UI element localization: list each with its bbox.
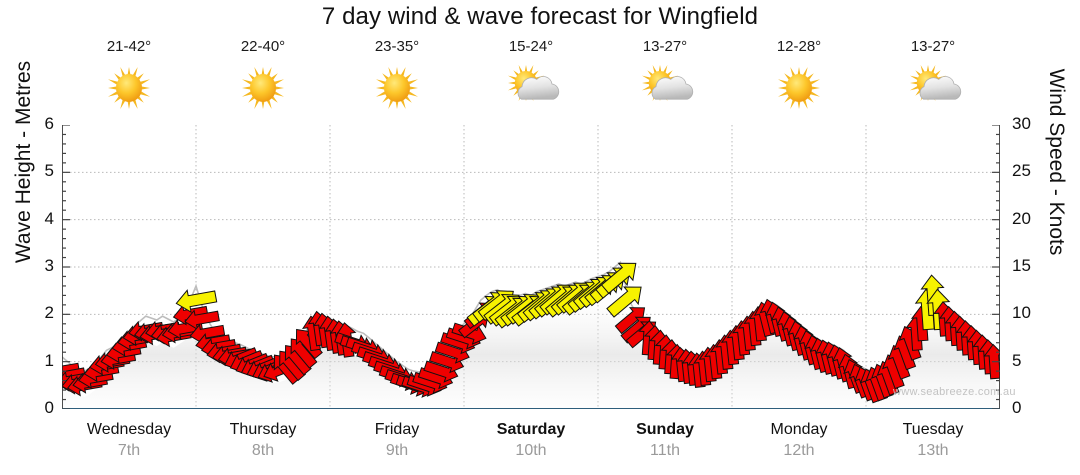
plot-area — [62, 125, 1000, 409]
day-name: Friday — [374, 421, 420, 438]
right-tick-label: 15 — [1012, 256, 1031, 275]
temperature-range: 12-28° — [776, 38, 822, 55]
temperature-range: 13-27° — [642, 38, 688, 55]
day-name: Sunday — [636, 421, 694, 438]
page-title: 7 day wind & wave forecast for Wingfield — [321, 3, 759, 30]
right-tick-label: 30 — [1012, 114, 1031, 133]
temperature-range: 22-40° — [240, 38, 286, 55]
day-date: 8th — [251, 442, 275, 459]
left-tick-label: 2 — [44, 303, 54, 323]
temperature-range: 13-27° — [910, 38, 956, 55]
day-footer-sunday: Sunday 11th — [596, 420, 734, 462]
right-tick-label: 5 — [1012, 350, 1022, 370]
day-footer-friday: Friday 9th — [328, 420, 466, 462]
watermark: www.seabreeze.com.au — [893, 386, 1016, 398]
day-footer-monday: Monday 12th — [730, 420, 868, 462]
forecast-plot-svg — [62, 125, 1000, 409]
left-tick-label: 6 — [44, 114, 54, 133]
day-footer-saturday: Saturday 10th — [462, 420, 600, 462]
day-name: Wednesday — [86, 421, 172, 438]
wind-direction-arrows — [62, 262, 1000, 404]
day-footer-thursday: Thursday 8th — [194, 420, 332, 462]
day-header-sunday: 13-27° — [596, 38, 734, 115]
sunny-icon — [328, 61, 466, 115]
day-date: 13th — [917, 442, 949, 459]
day-header-tuesday: 13-27° — [864, 38, 1002, 115]
day-date: 11th — [650, 442, 680, 459]
day-header-friday: 23-35° — [328, 38, 466, 115]
day-name: Tuesday — [902, 421, 964, 438]
day-header-saturday: 15-24° — [462, 38, 600, 115]
day-date: 9th — [385, 442, 409, 459]
day-header-wednesday: 21-42° — [60, 38, 198, 115]
day-date: 7th — [117, 442, 141, 459]
temperature-range: 15-24° — [508, 38, 554, 55]
right-tick-label: 0 — [1012, 398, 1022, 417]
axis-lines — [62, 125, 1000, 409]
day-name: Thursday — [229, 421, 297, 438]
left-tick-label: 5 — [44, 161, 54, 181]
day-header-thursday: 22-40° — [194, 38, 332, 115]
sunny-icon — [60, 61, 198, 115]
partly-cloudy-icon — [462, 61, 600, 115]
partly-cloudy-icon — [864, 61, 1002, 115]
day-name: Monday — [770, 421, 828, 438]
sunny-icon — [194, 61, 332, 115]
day-date: 10th — [515, 442, 547, 459]
sunny-icon — [730, 61, 868, 115]
right-axis-title: Wind Speed - Knots — [1045, 68, 1068, 256]
temperature-range: 23-35° — [374, 38, 420, 55]
day-name: Saturday — [496, 421, 566, 438]
left-tick-label: 4 — [44, 208, 54, 228]
partly-cloudy-icon — [596, 61, 734, 115]
right-tick-label: 10 — [1012, 303, 1031, 323]
right-tick-label: 20 — [1012, 208, 1031, 228]
day-footer-wednesday: Wednesday 7th — [60, 420, 198, 462]
day-header-monday: 12-28° — [730, 38, 868, 115]
day-date: 12th — [783, 442, 815, 459]
left-tick-label: 1 — [44, 350, 54, 370]
temperature-range: 21-42° — [106, 38, 152, 55]
left-tick-label: 3 — [44, 256, 54, 275]
day-footer-tuesday: Tuesday 13th — [864, 420, 1002, 462]
left-tick-label: 0 — [44, 398, 54, 417]
right-tick-label: 25 — [1012, 161, 1031, 181]
